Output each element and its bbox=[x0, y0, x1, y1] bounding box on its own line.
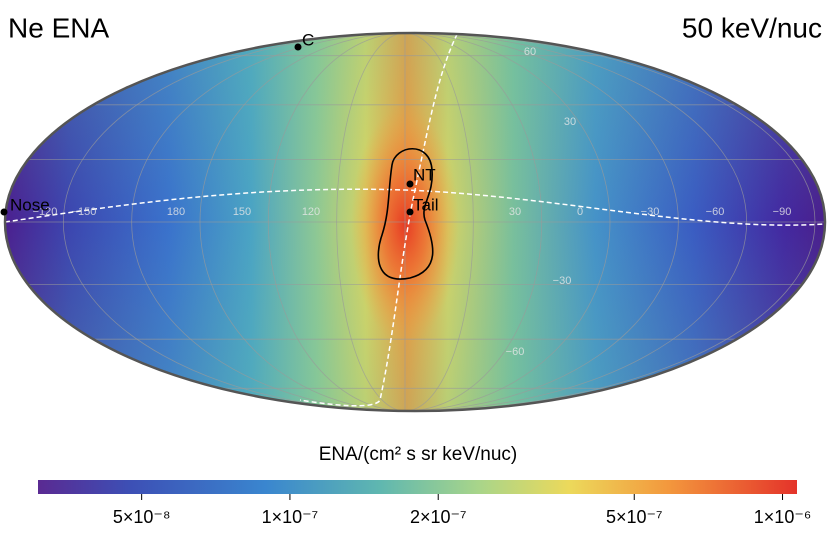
colorbar-tick-label: 2×10⁻⁷ bbox=[410, 507, 467, 527]
longitude-label: 150 bbox=[233, 206, 251, 218]
longitude-label: 0 bbox=[577, 206, 583, 218]
longitude-label: 30 bbox=[509, 206, 521, 218]
point-label: C bbox=[302, 30, 314, 49]
longitude-label: 180 bbox=[167, 206, 185, 218]
longitude-label: −30 bbox=[641, 206, 660, 218]
latitude-label: −60 bbox=[506, 346, 525, 358]
colorbar-tick-label: 5×10⁻⁷ bbox=[606, 507, 663, 527]
ecliptic-line bbox=[5, 188, 825, 226]
longitude-label: −60 bbox=[706, 206, 725, 218]
point-label: NT bbox=[413, 165, 436, 184]
point-marker bbox=[406, 208, 414, 216]
colorbar-tick-label: 1×10⁻⁷ bbox=[262, 507, 319, 527]
point-label: Nose bbox=[10, 195, 50, 214]
energy-label: 50 keV/nuc bbox=[682, 12, 822, 43]
latitude-label: 60 bbox=[524, 46, 536, 58]
colorbar-tick-label: 5×10⁻⁸ bbox=[113, 507, 171, 527]
longitude-label: −90 bbox=[773, 206, 792, 218]
point-marker bbox=[0, 208, 8, 216]
longitude-label: 120 bbox=[302, 206, 320, 218]
latitude-label: 30 bbox=[564, 116, 576, 128]
title: Ne ENA bbox=[8, 12, 109, 43]
point-marker bbox=[294, 43, 302, 51]
colorbar-label: ENA/(cm² s sr keV/nuc) bbox=[319, 444, 517, 465]
colorbar-tick-label: 1×10⁻⁶ bbox=[754, 507, 811, 527]
latitude-label: −30 bbox=[553, 275, 572, 287]
point-label: Tail bbox=[413, 195, 439, 214]
map-border bbox=[3, 31, 827, 413]
longitude-label: −150 bbox=[72, 206, 97, 218]
colorbar bbox=[38, 480, 797, 494]
contour bbox=[377, 147, 434, 280]
longitude-label: −120 bbox=[33, 206, 58, 218]
point-marker bbox=[406, 180, 414, 188]
